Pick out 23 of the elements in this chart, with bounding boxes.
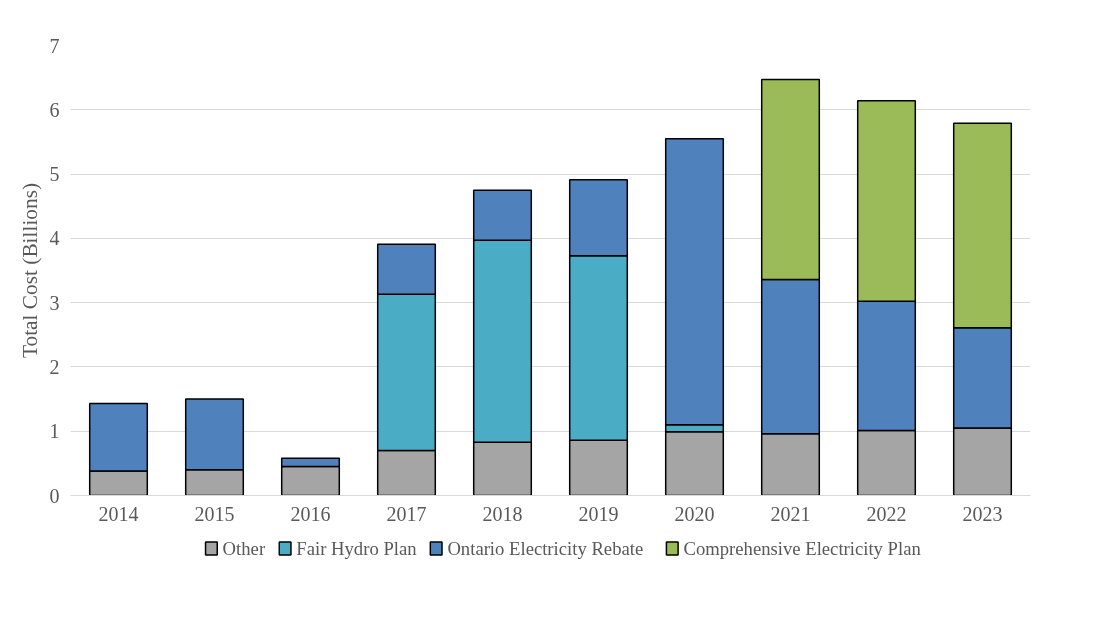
legend-label: Ontario Electricity Rebate [447, 538, 644, 559]
x-tick-label: 2019 [578, 502, 619, 525]
x-tick-label: 2022 [866, 502, 907, 525]
x-tick-label: 2017 [386, 502, 427, 525]
y-tick-label: 0 [49, 484, 60, 507]
y-tick-label: 1 [49, 420, 60, 443]
x-tick-label: 2020 [674, 502, 715, 525]
y-tick-label: 2 [49, 355, 60, 378]
y-axis-title: Total Cost (Billions) [17, 182, 42, 359]
legend-label: Other [222, 538, 266, 559]
x-tick-label: 2018 [482, 502, 523, 525]
x-tick-label: 2015 [194, 502, 235, 525]
y-tick-label: 3 [49, 291, 60, 314]
x-tick-label: 2016 [290, 502, 331, 525]
y-tick-label: 7 [49, 34, 60, 57]
x-tick-label: 2021 [770, 502, 811, 525]
x-tick-label: 2023 [962, 502, 1003, 525]
legend-label: Fair Hydro Plan [296, 538, 418, 559]
y-tick-label: 6 [49, 98, 60, 121]
x-tick-label: 2014 [98, 502, 139, 525]
y-tick-label: 4 [49, 227, 60, 250]
y-tick-label: 5 [49, 163, 60, 186]
legend-label: Comprehensive Electricity Plan [683, 538, 922, 559]
